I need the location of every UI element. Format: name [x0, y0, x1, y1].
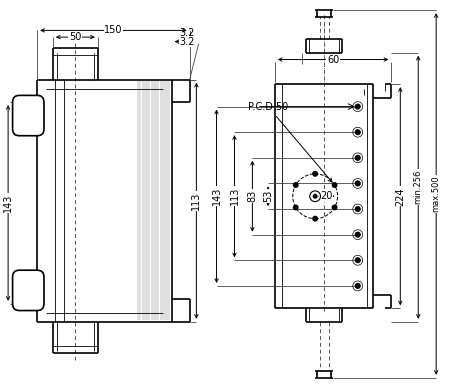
Text: 20: 20 — [320, 191, 332, 201]
Circle shape — [313, 194, 317, 198]
Text: 224: 224 — [396, 187, 405, 206]
Circle shape — [313, 171, 318, 176]
Circle shape — [332, 205, 337, 210]
Circle shape — [294, 183, 298, 187]
Text: 60: 60 — [327, 55, 339, 64]
Text: 83: 83 — [248, 190, 258, 203]
Circle shape — [355, 181, 360, 186]
Circle shape — [355, 283, 360, 289]
Text: max.500: max.500 — [432, 176, 441, 212]
Circle shape — [355, 258, 360, 263]
Text: 143: 143 — [212, 187, 221, 205]
Text: 53: 53 — [263, 190, 273, 203]
Circle shape — [294, 205, 298, 210]
Text: 3.2: 3.2 — [179, 36, 195, 47]
Text: 3.2: 3.2 — [179, 28, 195, 38]
Text: min.256: min.256 — [414, 170, 423, 204]
Text: 113: 113 — [230, 187, 239, 205]
Circle shape — [332, 183, 337, 187]
FancyBboxPatch shape — [13, 270, 44, 310]
Text: 143: 143 — [3, 194, 13, 212]
Circle shape — [313, 217, 318, 221]
Circle shape — [355, 104, 360, 109]
Text: 50: 50 — [69, 32, 82, 42]
Text: 113: 113 — [191, 192, 201, 210]
Text: 150: 150 — [104, 25, 123, 35]
Circle shape — [355, 232, 360, 237]
Circle shape — [355, 206, 360, 212]
Circle shape — [355, 155, 360, 161]
Text: P.C.D.50: P.C.D.50 — [248, 102, 332, 182]
FancyBboxPatch shape — [13, 95, 44, 136]
Circle shape — [355, 130, 360, 135]
